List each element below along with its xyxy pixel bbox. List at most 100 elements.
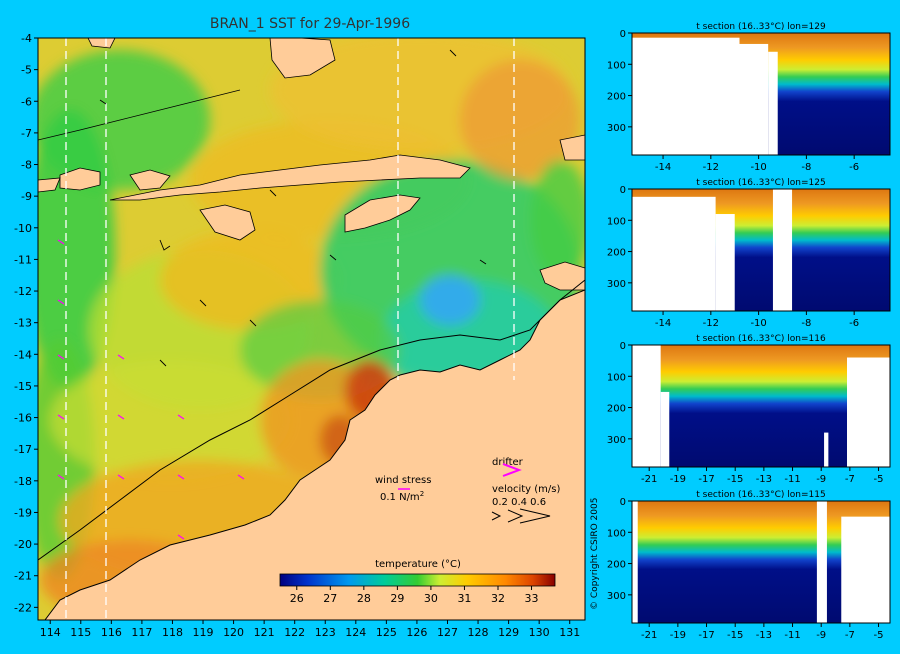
section-y-tick-label: 100 (607, 528, 626, 539)
map-y-tick-label: -10 (14, 222, 32, 235)
colorbar-tick-label: 32 (491, 592, 505, 605)
section-x-tick-label: -14 (655, 318, 671, 329)
drifter-label: drifter (492, 457, 524, 468)
map-x-tick-label: 121 (254, 626, 275, 639)
velocity-scale: 0.2 0.4 0.6 (492, 497, 546, 508)
velocity-label: velocity (m/s) (492, 484, 560, 495)
section-y-tick-label: 100 (607, 372, 626, 383)
section-nodata (739, 43, 769, 156)
section-y-tick-label: 0 (620, 29, 626, 40)
section-panels: t section (16..33°C) lon=129 -14 -12 -10 -8 -… (607, 22, 891, 641)
map-y-tick-label: -4 (21, 32, 32, 45)
map-x-tick-label: 126 (406, 626, 427, 639)
section-x-tick-label: -10 (750, 318, 766, 329)
section-x-tick-label: -8 (801, 162, 811, 173)
map-frame (37, 37, 586, 621)
section-y-tick-label: 300 (607, 279, 626, 290)
section-x-tick-label: -9 (816, 630, 826, 641)
section-x-tick-label: -5 (874, 474, 884, 485)
section-y-tick-label: 300 (607, 123, 626, 134)
section-x-tick-label: -21 (641, 474, 657, 485)
map-title: BRAN_1 SST for 29-Apr-1996 (210, 16, 410, 32)
colorbar (279, 573, 556, 587)
map-y-tick-label: -7 (21, 127, 32, 140)
section-nodata (824, 432, 829, 467)
section-x-tick-label: -9 (816, 474, 826, 485)
section-title: t section (16..33°C) lon=115 (696, 490, 825, 500)
map-y-tick-label: -6 (21, 95, 32, 108)
section-nodata (847, 357, 890, 467)
section-nodata (715, 214, 735, 311)
map-y-tick-label: -21 (14, 570, 32, 583)
section-x-tick-label: -19 (670, 630, 686, 641)
section-x-tick-label: -5 (874, 630, 884, 641)
section-frame (631, 32, 891, 156)
section-nodata (841, 516, 890, 623)
section-x-tick-label: -8 (801, 318, 811, 329)
colorbar-tick-label: 33 (525, 592, 539, 605)
section-title: t section (16..33°C) lon=116 (696, 334, 826, 344)
section-frame (631, 500, 891, 624)
section-y-tick-label: 300 (607, 591, 626, 602)
colorbar-tick-label: 26 (290, 592, 304, 605)
map-y-tick-label: -9 (21, 190, 32, 203)
section-x-tick-label: -11 (784, 474, 800, 485)
map-x-tick-label: 131 (559, 626, 580, 639)
section-x-tick-label: -11 (784, 630, 800, 641)
section-panel-1: t section (16..33°C) lon=129 -14 -12 -10 -8 -… (607, 22, 891, 173)
section-x-tick-label: -19 (670, 474, 686, 485)
section-x-tick-label: -7 (845, 474, 855, 485)
map-y-tick-label: -18 (14, 475, 32, 488)
map-y-tick-label: -12 (14, 285, 32, 298)
section-nodata (632, 37, 740, 155)
map-x-tick-label: 116 (101, 626, 122, 639)
section-y-tick-label: 0 (620, 341, 626, 352)
map-x-tick-label: 115 (70, 626, 91, 639)
drifter-symbol (502, 463, 522, 477)
section-y-tick-label: 200 (607, 560, 626, 571)
section-x-tick-label: -12 (703, 162, 719, 173)
section-x-tick-label: -14 (655, 162, 671, 173)
section-x-tick-label: -13 (756, 630, 772, 641)
map-x-tick-label: 130 (529, 626, 550, 639)
section-nodata (632, 501, 638, 623)
section-nodata (768, 51, 778, 156)
section-nodata (660, 391, 670, 467)
section-y-tick-label: 200 (607, 404, 626, 415)
section-x-tick-label: -15 (727, 474, 743, 485)
section-frame (631, 344, 891, 468)
map-y-ticks: -4 -5 -6 -7 -8 -9 -10 -11 -12 -13 -14 -15 -16 -17 -18 -… (14, 32, 38, 614)
map-x-tick-label: 118 (162, 626, 183, 639)
section-x-tick-label: -6 (849, 162, 859, 173)
map-y-tick-label: -14 (14, 348, 32, 361)
section-x-tick-label: -13 (756, 474, 772, 485)
section-nodata (632, 345, 661, 467)
velocity-arrows (491, 508, 551, 524)
map-y-tick-label: -17 (14, 443, 32, 456)
map-y-tick-label: -5 (21, 64, 32, 77)
section-y-tick-label: 200 (607, 92, 626, 103)
sst-field (38, 38, 585, 620)
section-y-tick-label: 100 (607, 60, 626, 71)
section-x-tick-label: -10 (750, 162, 766, 173)
map-y-tick-label: -20 (14, 538, 32, 551)
map-y-tick-label: -15 (14, 380, 32, 393)
wind-stress-label: wind stress (375, 475, 431, 486)
map-y-tick-label: -11 (14, 253, 32, 266)
section-nodata (772, 189, 793, 311)
map-y-tick-label: -22 (14, 601, 32, 614)
section-panel-2: t section (16..33°C) lon=125 -14 -12 -10 -8 -… (607, 178, 891, 329)
section-x-tick-label: -21 (641, 630, 657, 641)
map-y-tick-label: -8 (21, 159, 32, 172)
section-y-tick-label: 100 (607, 216, 626, 227)
map-x-tick-label: 125 (376, 626, 397, 639)
colorbar-ticks: 26 27 28 29 30 31 32 33 (290, 586, 539, 605)
colorbar-tick-label: 27 (323, 592, 337, 605)
colorbar-tick-label: 28 (357, 592, 371, 605)
section-y-tick-label: 0 (620, 497, 626, 508)
map-x-tick-label: 117 (131, 626, 152, 639)
map-y-tick-label: -13 (14, 317, 32, 330)
map-y-tick-label: -16 (14, 412, 32, 425)
